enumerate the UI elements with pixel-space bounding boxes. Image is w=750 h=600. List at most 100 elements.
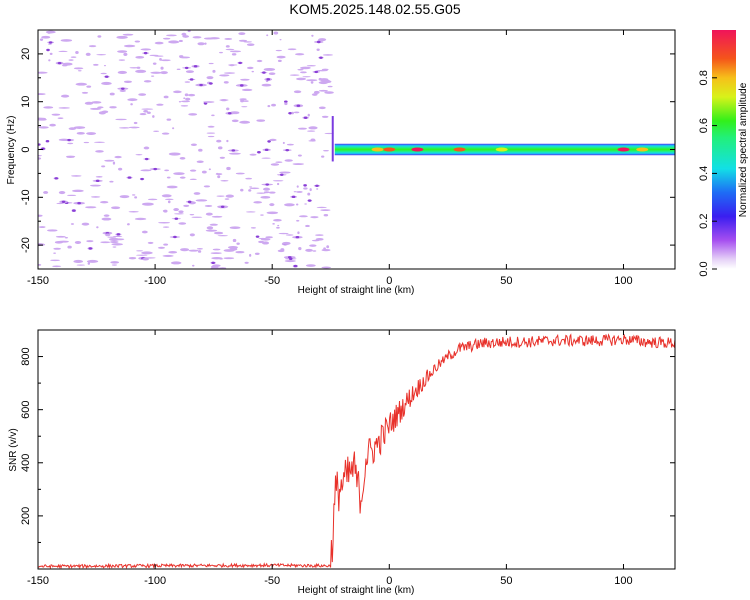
noise-speckle [57,117,64,120]
noise-speckle [127,98,138,102]
noise-speckle [224,37,233,40]
noise-speckle [183,204,190,207]
y-tick-label: 400 [20,454,32,472]
noise-speckle-core [38,143,41,146]
noise-speckle-core [262,71,266,74]
noise-speckle [85,206,97,209]
noise-speckle [90,184,101,187]
noise-speckle [142,257,149,261]
noise-speckle [128,256,137,260]
noise-speckle [270,163,280,166]
noise-speckle [66,194,77,197]
noise-speckle [250,227,256,229]
y-tick-label: 600 [20,400,32,418]
noise-speckle [215,173,223,176]
noise-speckle [135,69,147,73]
noise-speckle-core [220,205,225,208]
noise-speckle [282,241,291,245]
x-tick-label: -50 [264,575,280,587]
noise-speckle [307,130,316,132]
noise-speckle [38,93,46,96]
y-tick-label: 200 [20,507,32,525]
y-tick-label: 10 [20,96,32,108]
noise-speckle [101,81,112,85]
noise-speckle [135,154,143,156]
noise-speckle [226,166,231,171]
noise-speckle [132,194,136,196]
noise-speckle [103,65,107,67]
noise-speckle [192,264,195,267]
x-tick-label: 0 [386,575,392,587]
y-tick-label: -20 [20,237,32,253]
noise-speckle [118,59,126,61]
noise-speckle [75,50,79,54]
noise-speckle [205,229,218,232]
noise-speckle-core [199,83,203,87]
noise-speckle [267,105,271,108]
noise-speckle [204,205,213,207]
noise-speckle [324,91,334,94]
noise-speckle [239,120,251,124]
noise-speckle [203,101,215,103]
noise-speckle-core [127,176,132,179]
noise-speckle [156,103,164,106]
noise-speckle [304,203,307,205]
noise-speckle [212,69,216,73]
noise-speckle [316,188,319,190]
noise-speckle [77,70,82,72]
noise-speckle [166,176,171,179]
noise-speckle [208,168,211,171]
noise-speckle [189,213,195,216]
noise-speckle [50,259,60,262]
noise-speckle [70,175,82,177]
noise-speckle [111,264,117,266]
noise-speckle [49,52,53,56]
snr-y-axis-label: SNR (v/v) [8,428,19,471]
noise-speckle [105,233,111,237]
noise-speckle-core [120,87,125,90]
noise-speckle [143,80,152,83]
noise-speckle [300,66,311,70]
noise-speckle-core [184,66,189,70]
noise-speckle [112,235,123,238]
noise-speckle [111,243,124,246]
noise-speckle-core [316,40,321,44]
noise-speckle [122,33,134,36]
noise-speckle [271,103,276,107]
noise-speckle [238,32,246,35]
noise-speckle [173,172,185,176]
noise-speckle-core [231,149,236,152]
colorbar-label: Normalized spectral amplitude [738,82,749,217]
noise-speckle [293,191,297,193]
noise-speckle [100,241,111,244]
noise-speckle [90,196,101,198]
noise-speckle [323,149,329,152]
noise-speckle [268,72,276,76]
noise-speckle [134,40,141,43]
noise-speckle [191,216,203,218]
noise-speckle [58,191,66,195]
noise-speckle [323,214,329,217]
noise-speckle [168,152,181,156]
noise-speckle [204,42,207,45]
noise-speckle [150,71,162,74]
noise-speckle [307,113,310,117]
noise-speckle [256,119,266,122]
noise-speckle-core [104,75,109,78]
noise-speckle [114,155,122,159]
x-tick-label: -150 [27,275,49,287]
noise-speckle [159,58,162,61]
spectrogram-x-axis-label: Height of straight line (km) [298,285,415,296]
noise-speckle [141,108,154,110]
noise-speckle [318,81,329,85]
noise-speckle [100,72,107,75]
noise-speckle [308,126,318,130]
noise-speckle-core [61,200,66,203]
noise-speckle [269,203,275,207]
noise-speckle-core [255,235,260,238]
noise-speckle [84,101,94,105]
noise-speckle [306,65,316,67]
noise-speckle-core [193,65,198,68]
noise-speckle [318,77,322,81]
